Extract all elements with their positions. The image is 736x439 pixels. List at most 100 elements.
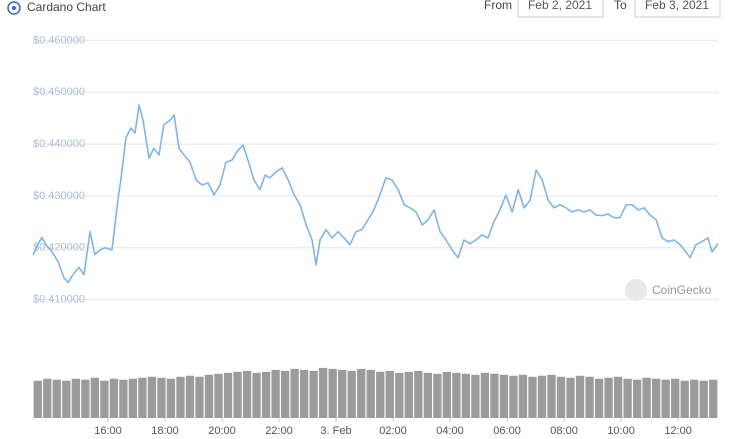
volume-bar <box>62 380 71 418</box>
volume-bar <box>395 372 404 418</box>
volume-bar <box>652 378 661 418</box>
volume-bar <box>195 376 204 418</box>
chart-title: Cardano Chart <box>27 0 106 14</box>
volume-bar <box>632 379 642 418</box>
volume-bar <box>690 379 699 418</box>
x-tick-label: 3. Feb <box>320 425 351 437</box>
volume-bar <box>328 368 337 418</box>
x-tick-label: 18:00 <box>151 425 179 437</box>
volume-bar <box>566 377 575 418</box>
watermark-logo <box>625 279 647 301</box>
volume-bar <box>242 370 252 418</box>
to-input[interactable] <box>634 0 721 18</box>
volume-bar <box>490 373 499 418</box>
x-tick-label: 06:00 <box>493 425 521 437</box>
volume-bar <box>261 371 271 418</box>
volume-bar <box>423 372 432 418</box>
cardano-icon <box>7 1 21 15</box>
volume-bar <box>128 378 138 418</box>
from-input[interactable] <box>517 0 604 18</box>
volume-bar <box>528 376 537 418</box>
header: Cardano Chart From Feb 2, 2021 To Feb 3,… <box>7 0 721 18</box>
plot <box>32 104 719 418</box>
x-tick-label: 08:00 <box>550 425 578 437</box>
volume-bar <box>709 379 718 418</box>
volume-bar <box>461 373 471 418</box>
volume-bar <box>280 370 290 418</box>
to-label: To <box>614 0 627 12</box>
price-line <box>32 104 719 284</box>
volume-bar <box>252 372 261 418</box>
volume-bar <box>319 367 328 418</box>
volume-bar <box>385 370 394 418</box>
volume-bar <box>147 376 157 418</box>
volume-bar <box>43 378 52 418</box>
from-label: From <box>484 0 512 12</box>
grid: $0.410000 $0.420000 $0.430000 $0.440000 $0.4… <box>33 34 718 437</box>
volume-bar <box>671 378 680 418</box>
watermark: CoinGecko <box>625 279 712 301</box>
volume-bar <box>309 370 318 418</box>
volume-bar <box>347 370 356 418</box>
volume-bar <box>204 374 214 418</box>
to-date[interactable]: Feb 3, 2021 <box>645 0 709 12</box>
volume-bar <box>233 371 242 418</box>
volume-bar <box>185 375 195 418</box>
y-tick-label: $0.420000 <box>33 242 85 254</box>
x-tick-label: 20:00 <box>208 425 236 437</box>
volume-bar <box>433 373 442 418</box>
x-tick-label: 02:00 <box>379 425 407 437</box>
volume-bar <box>271 369 280 418</box>
volume-bar <box>642 377 651 418</box>
volume-bar <box>623 378 632 418</box>
y-tick-label: $0.460000 <box>33 34 85 46</box>
volume-bar <box>613 376 623 418</box>
x-tick-label: 10:00 <box>607 425 635 437</box>
volume-bar <box>138 377 147 418</box>
volume-bar <box>575 375 585 418</box>
volume-bar <box>594 378 604 418</box>
volume-bar <box>680 380 689 418</box>
volume-bar <box>376 371 385 418</box>
volume-bar <box>357 368 366 418</box>
volume-bar <box>480 372 490 418</box>
volume-bar <box>166 378 176 418</box>
volume-bar <box>442 371 452 418</box>
volume-bar <box>176 376 185 418</box>
cardano-icon-dot <box>12 6 16 10</box>
volume-bar <box>214 373 223 418</box>
y-tick-label: $0.450000 <box>33 86 85 98</box>
volume-bar <box>33 380 42 418</box>
volume-bar <box>471 374 480 418</box>
volume-bar <box>699 380 708 418</box>
volume-bar <box>537 375 547 418</box>
volume-bar <box>404 371 413 418</box>
volume-bar <box>119 379 128 418</box>
volume-bar <box>414 370 423 418</box>
volume-bar <box>366 369 375 418</box>
y-tick-label: $0.440000 <box>33 138 85 150</box>
volume-bar <box>109 378 119 418</box>
volume-bar <box>518 374 528 418</box>
watermark-text: CoinGecko <box>652 283 712 297</box>
volume-bar <box>299 369 309 418</box>
volume-bar <box>556 376 566 418</box>
volume-bar <box>223 372 233 418</box>
volume-bar <box>452 372 461 418</box>
x-tick-label: 16:00 <box>94 425 122 437</box>
x-tick-label: 12:00 <box>664 425 692 437</box>
volume-bar <box>81 379 90 418</box>
volume-bar <box>585 376 594 418</box>
from-date[interactable]: Feb 2, 2021 <box>528 0 592 12</box>
volume-bar <box>509 375 518 418</box>
x-tick-label: 22:00 <box>265 425 293 437</box>
volume-bar <box>604 377 613 418</box>
volume-bar <box>71 378 80 418</box>
volume-bar <box>547 374 556 418</box>
volume-bar <box>661 379 670 418</box>
volume-bar <box>52 379 61 418</box>
x-tick-label: 04:00 <box>436 425 464 437</box>
volume-bar <box>157 377 166 418</box>
